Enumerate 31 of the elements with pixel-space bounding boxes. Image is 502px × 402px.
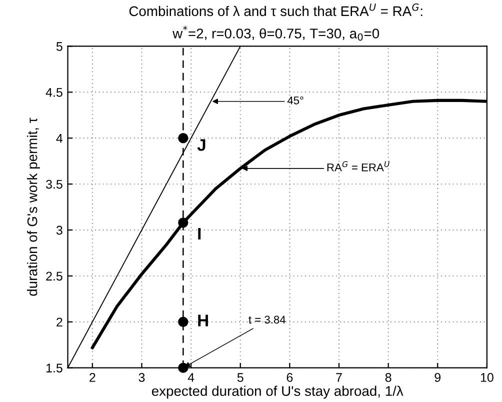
x-tick-label: 6 — [286, 373, 293, 382]
x-tick-label: 7 — [336, 373, 342, 382]
y-tick-label: 4.5 — [46, 88, 62, 97]
x-tick-label: 3 — [138, 373, 145, 382]
annotation: RA$^{G}$ = ERA$^{U}$ — [327, 161, 390, 172]
annotation: I — [198, 228, 201, 240]
point — [178, 133, 188, 144]
point — [178, 362, 188, 373]
x-tick-label: 4 — [188, 373, 194, 382]
chart-title: Combinations of λ and τ such that ERA$^{U}$ = RA$^{G}$: — [129, 3, 422, 16]
y-tick-label: 3.5 — [46, 180, 62, 189]
chart-subtitle: w$^{*}$=2, r=0.03, θ=0.75, T=30, a$_{0}$=0 — [172, 26, 380, 41]
annotation: 45° — [287, 96, 304, 104]
y-tick-label: 1.5 — [46, 364, 62, 372]
y-tick-label: 2 — [56, 318, 62, 326]
annotation: J — [197, 139, 206, 151]
point — [178, 316, 188, 327]
annotation: H — [198, 314, 208, 326]
x-tick-label: 5 — [237, 373, 244, 382]
y-tick-label: 2.5 — [46, 272, 62, 281]
x-tick-label: 9 — [434, 373, 441, 382]
x-tick-label: 2 — [90, 373, 96, 382]
annotation: t = 3.84 — [248, 316, 286, 324]
point — [178, 218, 188, 228]
x-tick-label: 10 — [480, 373, 494, 382]
y-tick-label: 4 — [56, 134, 63, 143]
x-axis-title: expected duration of U's stay abroad, 1/λ — [152, 386, 404, 399]
y-axis-title: duration of G's work permit, τ — [27, 118, 40, 296]
y-tick-label: 5 — [56, 42, 62, 51]
y-tick-label: 3 — [56, 226, 62, 235]
x-tick-label: 8 — [385, 373, 392, 382]
